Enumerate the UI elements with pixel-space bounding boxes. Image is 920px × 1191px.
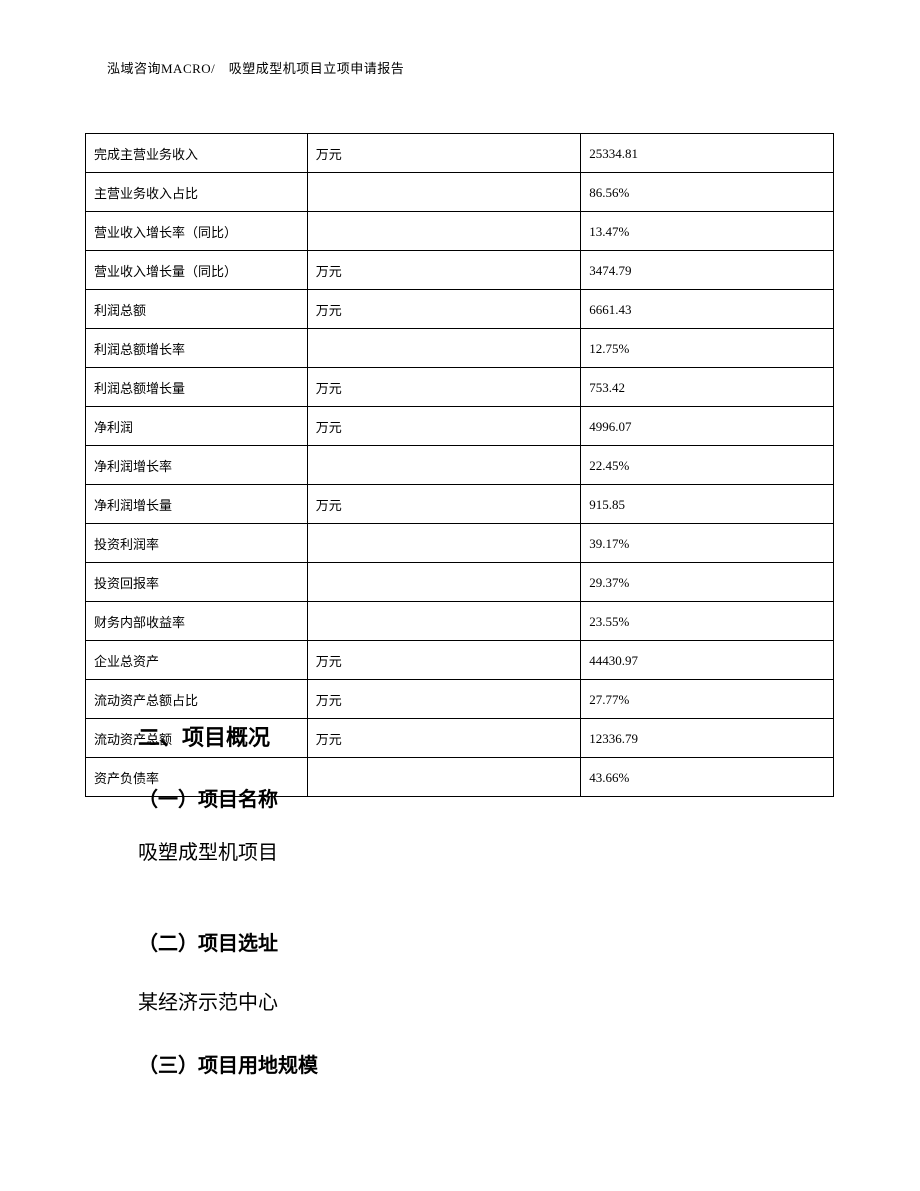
- table-row: 投资回报率 29.37%: [86, 563, 834, 602]
- cell-label: 利润总额: [86, 290, 308, 329]
- cell-label: 完成主营业务收入: [86, 134, 308, 173]
- table-row: 营业收入增长率（同比） 13.47%: [86, 212, 834, 251]
- cell-value: 43.66%: [581, 758, 834, 797]
- cell-value: 3474.79: [581, 251, 834, 290]
- cell-unit: [307, 524, 581, 563]
- cell-value: 25334.81: [581, 134, 834, 173]
- cell-value: 13.47%: [581, 212, 834, 251]
- table-row: 主营业务收入占比 86.56%: [86, 173, 834, 212]
- cell-unit: 万元: [307, 641, 581, 680]
- cell-label: 流动资产总额占比: [86, 680, 308, 719]
- cell-label: 利润总额增长率: [86, 329, 308, 368]
- cell-label: 企业总资产: [86, 641, 308, 680]
- table-row: 财务内部收益率 23.55%: [86, 602, 834, 641]
- cell-label: 利润总额增长量: [86, 368, 308, 407]
- cell-unit: 万元: [307, 134, 581, 173]
- cell-value: 4996.07: [581, 407, 834, 446]
- cell-unit: 万元: [307, 719, 581, 758]
- cell-value: 27.77%: [581, 680, 834, 719]
- cell-value: 44430.97: [581, 641, 834, 680]
- cell-label: 营业收入增长率（同比）: [86, 212, 308, 251]
- cell-unit: [307, 173, 581, 212]
- cell-value: 915.85: [581, 485, 834, 524]
- cell-label: 净利润增长率: [86, 446, 308, 485]
- table-row: 完成主营业务收入 万元 25334.81: [86, 134, 834, 173]
- cell-value: 39.17%: [581, 524, 834, 563]
- table-row: 投资利润率 39.17%: [86, 524, 834, 563]
- cell-value: 23.55%: [581, 602, 834, 641]
- cell-value: 12336.79: [581, 719, 834, 758]
- subsection-title-land-scale: （三）项目用地规模: [138, 1049, 318, 1078]
- table-row: 利润总额增长量 万元 753.42: [86, 368, 834, 407]
- cell-value: 29.37%: [581, 563, 834, 602]
- table-row: 利润总额增长率 12.75%: [86, 329, 834, 368]
- cell-label: 净利润: [86, 407, 308, 446]
- table-body: 完成主营业务收入 万元 25334.81 主营业务收入占比 86.56% 营业收…: [86, 134, 834, 797]
- section-title-overview: 二、项目概况: [138, 720, 270, 752]
- cell-unit: 万元: [307, 680, 581, 719]
- cell-unit: [307, 212, 581, 251]
- cell-unit: 万元: [307, 251, 581, 290]
- page-header: 泓域咨询MACRO/ 吸塑成型机项目立项申请报告: [107, 58, 404, 77]
- table-row: 利润总额 万元 6661.43: [86, 290, 834, 329]
- cell-label: 营业收入增长量（同比）: [86, 251, 308, 290]
- table-row: 营业收入增长量（同比） 万元 3474.79: [86, 251, 834, 290]
- table-row: 企业总资产 万元 44430.97: [86, 641, 834, 680]
- cell-unit: [307, 563, 581, 602]
- financial-data-table: 完成主营业务收入 万元 25334.81 主营业务收入占比 86.56% 营业收…: [85, 133, 834, 797]
- table-row: 净利润增长率 22.45%: [86, 446, 834, 485]
- cell-unit: 万元: [307, 368, 581, 407]
- table-row: 流动资产总额占比 万元 27.77%: [86, 680, 834, 719]
- cell-label: 主营业务收入占比: [86, 173, 308, 212]
- cell-value: 12.75%: [581, 329, 834, 368]
- body-text-project-location: 某经济示范中心: [138, 986, 278, 1015]
- cell-unit: 万元: [307, 485, 581, 524]
- cell-unit: 万元: [307, 407, 581, 446]
- table-row: 净利润增长量 万元 915.85: [86, 485, 834, 524]
- body-text-project-name: 吸塑成型机项目: [138, 836, 278, 865]
- subsection-title-name: （一）项目名称: [138, 783, 278, 812]
- cell-unit: 万元: [307, 290, 581, 329]
- cell-value: 22.45%: [581, 446, 834, 485]
- subsection-title-location: （二）项目选址: [138, 927, 278, 956]
- cell-value: 86.56%: [581, 173, 834, 212]
- cell-unit: [307, 602, 581, 641]
- cell-value: 753.42: [581, 368, 834, 407]
- cell-label: 财务内部收益率: [86, 602, 308, 641]
- cell-label: 投资利润率: [86, 524, 308, 563]
- cell-unit: [307, 446, 581, 485]
- cell-label: 投资回报率: [86, 563, 308, 602]
- table-row: 净利润 万元 4996.07: [86, 407, 834, 446]
- cell-unit: [307, 329, 581, 368]
- cell-unit: [307, 758, 581, 797]
- cell-value: 6661.43: [581, 290, 834, 329]
- cell-label: 净利润增长量: [86, 485, 308, 524]
